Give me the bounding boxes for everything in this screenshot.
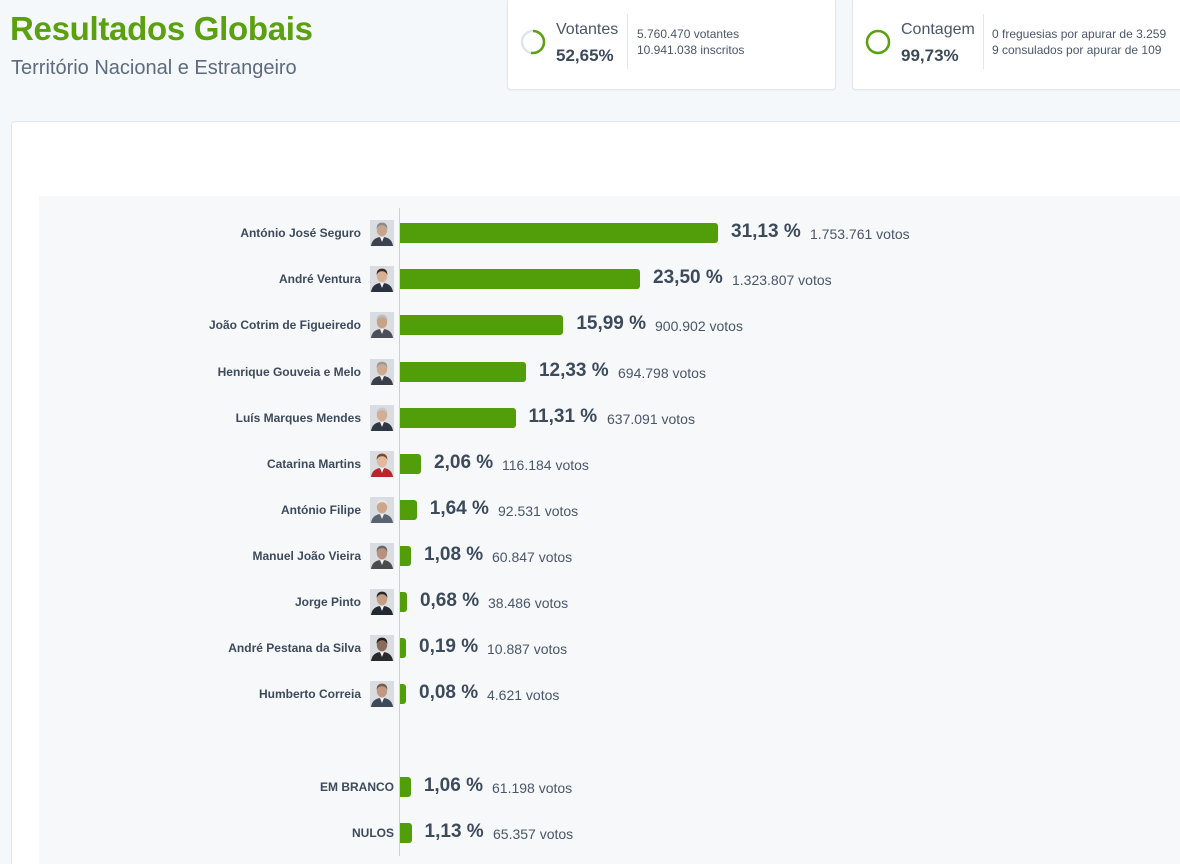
candidate-name: Luís Marques Mendes xyxy=(235,411,361,425)
result-votes: 65.357 votos xyxy=(493,826,574,842)
result-percentage: 1,06 % xyxy=(423,775,483,796)
voters-label: Votantes xyxy=(556,21,619,38)
candidate-name: António José Seguro xyxy=(240,226,361,240)
candidate-photo-icon xyxy=(370,359,394,385)
candidate-photo-icon xyxy=(370,451,394,477)
count-percentage: 99,73% xyxy=(901,46,959,65)
result-votes: 4.621 votos xyxy=(487,687,560,703)
result-votes: 92.531 votos xyxy=(498,503,579,519)
count-label: Contagem xyxy=(901,21,975,38)
page-subtitle: Território Nacional e Estrangeiro xyxy=(11,57,297,79)
card-divider xyxy=(983,14,984,69)
candidate-name: Henrique Gouveia e Melo xyxy=(217,365,361,379)
voters-progress-ring-icon xyxy=(520,29,546,55)
candidate-photo-icon xyxy=(370,312,394,338)
result-row-joao-cotrim-de-figueiredo: João Cotrim de Figueiredo 15,99 % 900.902 … xyxy=(0,310,1180,340)
result-votes: 60.847 votos xyxy=(492,549,573,565)
parishes-pending: 0 freguesias por apurar de 3.259 xyxy=(992,27,1167,41)
candidate-photo-icon xyxy=(370,220,394,246)
result-votes: 637.091 votos xyxy=(607,411,695,427)
result-bar xyxy=(400,362,526,382)
candidate-photo-icon xyxy=(370,589,394,615)
voters-percentage: 52,65% xyxy=(556,46,614,65)
result-bar xyxy=(400,777,411,797)
candidate-name: Catarina Martins xyxy=(266,457,361,471)
result-bar xyxy=(400,315,564,335)
result-votes: 10.887 votos xyxy=(487,641,568,657)
result-votes: 1.753.761 votos xyxy=(810,226,910,242)
result-percentage: 11,31 % xyxy=(528,406,598,427)
candidate-photo-icon xyxy=(370,681,394,707)
chart-axis-line xyxy=(399,208,400,856)
result-bar xyxy=(400,592,407,612)
candidate-name: João Cotrim de Figueiredo xyxy=(208,318,361,332)
result-percentage: 12,33 % xyxy=(538,360,609,381)
candidate-name: António Filipe xyxy=(281,503,361,517)
result-percentage: 0,08 % xyxy=(419,682,479,703)
result-percentage: 1,08 % xyxy=(424,544,484,565)
candidate-name: EM BRANCO xyxy=(320,780,394,794)
result-percentage: 15,99 % xyxy=(576,313,647,334)
result-percentage: 0,68 % xyxy=(419,590,480,611)
result-percentage: 0,19 % xyxy=(419,636,479,657)
candidate-photo-icon xyxy=(370,266,394,292)
candidate-name: Manuel João Vieira xyxy=(252,549,362,563)
result-bar xyxy=(400,269,641,289)
result-bar xyxy=(400,223,718,243)
result-bar xyxy=(400,638,406,658)
result-percentage: 2,06 % xyxy=(434,452,494,473)
result-bar xyxy=(400,454,422,474)
result-bar xyxy=(400,546,412,566)
consulates-pending: 9 consulados por apurar de 109 xyxy=(992,43,1162,57)
result-row-humberto-correia: Humberto Correia 0,08 % 4.621 votos xyxy=(0,679,1180,709)
page-title: Resultados Globais xyxy=(10,10,313,47)
result-votes: 61.198 votos xyxy=(492,780,573,796)
candidate-photo-icon xyxy=(370,405,394,431)
result-row-andre-ventura: André Ventura 23,50 % 1.323.807 votos xyxy=(0,264,1180,294)
result-percentage: 31,13 % xyxy=(731,221,801,242)
result-bar xyxy=(400,684,406,704)
registered-count: 10.941.038 inscritos xyxy=(637,43,745,57)
result-percentage: 1,13 % xyxy=(424,821,484,842)
result-row-jorge-pinto: Jorge Pinto 0,68 % 38.486 votos xyxy=(0,587,1180,617)
result-row-nulos: NULOS 1,13 % 65.357 votos xyxy=(0,818,1180,848)
result-bar xyxy=(400,823,412,843)
candidate-photo-icon xyxy=(370,497,394,523)
voters-count: 5.760.470 votantes xyxy=(637,27,740,41)
count-progress-ring-icon xyxy=(865,29,891,55)
chart-area xyxy=(39,196,1180,864)
candidate-name: Jorge Pinto xyxy=(294,595,361,609)
result-votes: 694.798 votos xyxy=(618,365,706,381)
result-row-andre-pestana-da-silva: André Pestana da Silva 0,19 % 10.887 votos xyxy=(0,633,1180,663)
result-row-manuel-joao-vieira: Manuel João Vieira 1,08 % 60.847 votos xyxy=(0,541,1180,571)
result-bar xyxy=(400,500,417,520)
result-row-henrique-gouveia-e-melo: Henrique Gouveia e Melo 12,33 % 694.798 vo… xyxy=(0,357,1180,387)
result-votes: 1.323.807 votos xyxy=(732,272,832,288)
result-row-catarina-martins: Catarina Martins 2,06 % 116.184 votos xyxy=(0,449,1180,479)
result-votes: 900.902 votos xyxy=(655,318,743,334)
candidate-photo-icon xyxy=(370,635,394,661)
result-row-luis-marques-mendes: Luís Marques Mendes 11,31 % 637.091 votos xyxy=(0,403,1180,433)
count-card: Contagem 99,73% 0 freguesias por apurar … xyxy=(852,0,1180,90)
candidate-photo-icon xyxy=(370,543,394,569)
result-row-antonio-jose-seguro: António José Seguro 31,13 % 1.753.761 voto… xyxy=(0,218,1180,248)
result-percentage: 23,50 % xyxy=(653,267,723,288)
result-bar xyxy=(400,408,516,428)
result-votes: 116.184 votos xyxy=(502,457,589,473)
candidate-name: André Ventura xyxy=(278,272,361,286)
candidate-name: André Pestana da Silva xyxy=(228,641,361,655)
result-percentage: 1,64 % xyxy=(429,498,489,519)
result-row-antonio-filipe: António Filipe 1,64 % 92.531 votos xyxy=(0,495,1180,525)
result-row-em-branco: EM BRANCO 1,06 % 61.198 votos xyxy=(0,772,1180,802)
card-divider xyxy=(627,14,628,69)
candidate-name: Humberto Correia xyxy=(258,687,361,701)
candidate-name: NULOS xyxy=(352,826,394,840)
result-votes: 38.486 votos xyxy=(488,595,569,611)
voters-card: Votantes 52,65% 5.760.470 votantes 10.94… xyxy=(507,0,836,90)
